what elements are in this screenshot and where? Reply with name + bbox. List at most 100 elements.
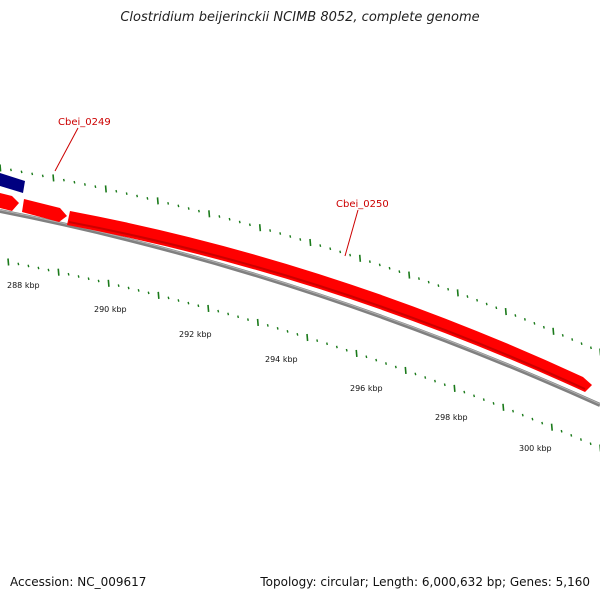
minor-tick [97,279,100,283]
minor-tick [579,438,582,441]
minor-tick [125,192,128,195]
minor-tick [187,301,190,305]
minor-tick [533,321,536,325]
accession-text: Accession: NC_009617 [10,575,147,589]
major-tick [502,403,505,411]
minor-tick [424,376,427,379]
minor-tick [73,180,76,184]
minor-tick [20,170,23,174]
minor-tick [447,287,450,291]
minor-tick [326,342,328,346]
minor-tick [83,183,86,186]
minor-tick [561,334,564,337]
minor-tick [296,333,299,336]
minor-tick [514,314,517,317]
minor-tick [414,372,417,376]
minor-tick [37,266,40,270]
minor-tick [67,272,70,276]
scale-label: 288 kbp [7,281,40,290]
major-tick [408,271,411,279]
minor-tick [94,185,97,189]
major-tick [355,349,358,358]
major-tick [453,384,456,392]
minor-tick [147,291,150,295]
minor-tick [177,299,180,302]
gene-cbei-0249[interactable] [22,199,67,222]
minor-tick [463,390,466,394]
minor-tick [41,174,44,178]
scale-label: 296 kbp [350,384,383,393]
minor-tick [218,215,221,218]
minor-tick [136,194,139,198]
minor-tick [385,362,387,365]
minor-tick [476,298,479,302]
minor-tick [335,345,338,349]
gene-cbei-0250-shade [68,221,586,390]
minor-tick [286,330,289,333]
gene-reverse-strand[interactable] [0,173,25,193]
minor-tick [394,365,397,369]
gene-label-cbei-0250[interactable]: Cbei_0250 [336,199,389,210]
minor-tick [31,172,34,176]
minor-tick [495,306,498,310]
minor-tick [542,325,545,329]
minor-tick [466,295,469,298]
minor-tick [541,421,544,425]
major-tick [156,197,159,205]
gene-cbei-0250[interactable] [67,211,592,392]
major-tick [104,185,107,193]
scale-label: 300 kbp [519,444,552,453]
scale-label: 294 kbp [265,355,298,364]
minor-tick [279,232,282,235]
minor-tick [9,168,12,172]
minor-tick [512,409,515,413]
major-tick [256,318,259,327]
minor-tick [485,302,488,306]
major-tick [0,164,2,172]
minor-tick [349,253,352,257]
map-title: Clostridium beijerinckii NCIMB 8052, com… [120,10,480,25]
genome-summary: Topology: circular; Length: 6,000,632 bp… [260,575,590,589]
minor-tick [388,266,391,270]
minor-tick [560,429,563,433]
major-tick [207,304,210,313]
gene-label-cbei-0249[interactable]: Cbei_0249 [58,117,111,128]
major-tick [358,254,362,262]
major-tick [57,268,60,276]
minor-tick [167,202,170,205]
outer-tick-ring [0,164,600,356]
minor-tick [127,286,130,290]
gene-forward-1[interactable] [0,193,19,211]
minor-tick [523,318,526,321]
minor-tick [434,379,436,383]
minor-tick [571,338,574,341]
minor-tick [289,235,292,238]
minor-tick [580,342,583,345]
gene-pointer-cbei-0250 [344,209,359,257]
minor-tick [266,324,269,327]
minor-tick [589,442,592,446]
minor-tick [427,280,430,284]
minor-tick [47,268,50,272]
minor-tick [177,204,180,208]
minor-tick [521,413,524,417]
minor-tick [345,348,348,352]
genome-backbone [0,209,600,407]
major-tick [306,333,309,342]
minor-tick [117,284,120,287]
major-tick [404,366,407,375]
minor-tick [375,358,378,362]
major-tick [52,174,55,182]
minor-tick [329,247,332,251]
minor-tick [570,434,573,437]
minor-tick [482,398,485,401]
minor-tick [368,260,371,263]
minor-tick [417,277,420,280]
minor-tick [437,284,440,288]
major-tick [7,258,10,266]
minor-tick [187,207,190,210]
minor-tick [77,275,80,278]
major-tick [107,279,110,287]
minor-tick [398,270,401,274]
